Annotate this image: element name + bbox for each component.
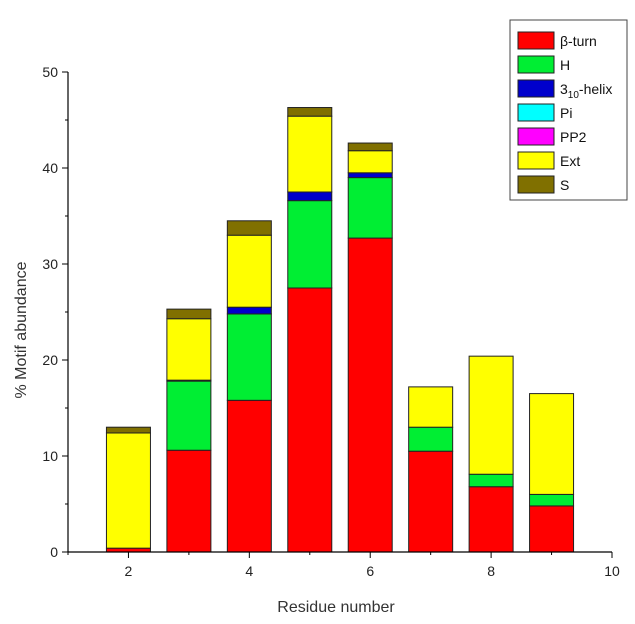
- legend-label-4: PP2: [560, 129, 587, 145]
- bar-segment-6-5: [347, 150, 393, 174]
- bar-segment-3-6: [166, 308, 212, 320]
- bar-segment-4-2: [226, 306, 272, 315]
- bar-segment-4-0: [226, 399, 272, 553]
- x-tick-label: 4: [245, 563, 253, 579]
- x-tick-label: 6: [366, 563, 374, 579]
- bar-segment-9-5: [529, 393, 575, 495]
- legend-label-5: Ext: [560, 153, 580, 169]
- legend-swatch-6: [517, 175, 555, 194]
- bars-layer: [105, 107, 575, 553]
- bar-segment-6-6: [347, 142, 393, 152]
- bar-segment-5-0: [287, 287, 333, 553]
- y-axis-title: % Motif abundance: [13, 261, 30, 398]
- bar-segment-4-5: [226, 234, 272, 308]
- bar-segment-2-6: [105, 426, 151, 434]
- legend-swatch-1: [517, 55, 555, 74]
- bar-segment-5-1: [287, 200, 333, 289]
- bar-segment-2-5: [105, 432, 151, 549]
- bar-segment-6-1: [347, 177, 393, 239]
- bar-segment-8-0: [468, 486, 514, 553]
- legend: β-turn H 310-helix Pi PP2 Ext S: [509, 19, 628, 201]
- bar-segment-9-1: [529, 493, 575, 507]
- y-tick-label: 20: [42, 352, 58, 368]
- y-tick-label: 0: [50, 544, 58, 560]
- y-tick-label: 30: [42, 256, 58, 272]
- bar-segment-7-0: [408, 450, 454, 553]
- bar-segment-3-0: [166, 449, 212, 553]
- y-tick-label: 40: [42, 160, 58, 176]
- bar-segment-7-5: [408, 386, 454, 428]
- legend-swatch-0: [517, 31, 555, 50]
- bar-segment-7-1: [408, 426, 454, 452]
- bar-segment-5-5: [287, 115, 333, 193]
- bar-segment-9-0: [529, 505, 575, 553]
- bar-segment-6-2: [347, 172, 393, 179]
- x-tick-label: 8: [487, 563, 495, 579]
- bar-segment-6-0: [347, 237, 393, 553]
- y-tick-label: 10: [42, 448, 58, 464]
- bar-segment-3-1: [166, 380, 212, 451]
- x-tick-label: 10: [604, 563, 620, 579]
- x-tick-label: 2: [125, 563, 133, 579]
- legend-label-1: H: [560, 57, 570, 73]
- bar-segment-5-2: [287, 191, 333, 202]
- axes-layer: 2 4 6 8 10 0 10 20 30 40 50: [42, 64, 620, 579]
- bar-segment-5-6: [287, 107, 333, 117]
- bar-segment-8-5: [468, 355, 514, 475]
- bar-segment-3-5: [166, 318, 212, 381]
- legend-label-3: Pi: [560, 105, 572, 121]
- legend-swatch-5: [517, 151, 555, 170]
- y-tick-label: 50: [42, 64, 58, 80]
- x-axis-title: Residue number: [277, 599, 395, 616]
- bar-segment-8-1: [468, 473, 514, 488]
- legend-label-2: 310-helix: [560, 81, 612, 101]
- legend-swatch-3: [517, 103, 555, 122]
- bar-segment-4-6: [226, 220, 272, 236]
- legend-label-6: S: [560, 177, 569, 193]
- legend-swatch-4: [517, 127, 555, 146]
- legend-label-0: β-turn: [560, 33, 597, 49]
- legend-swatch-2: [517, 79, 555, 98]
- bar-segment-4-1: [226, 313, 272, 401]
